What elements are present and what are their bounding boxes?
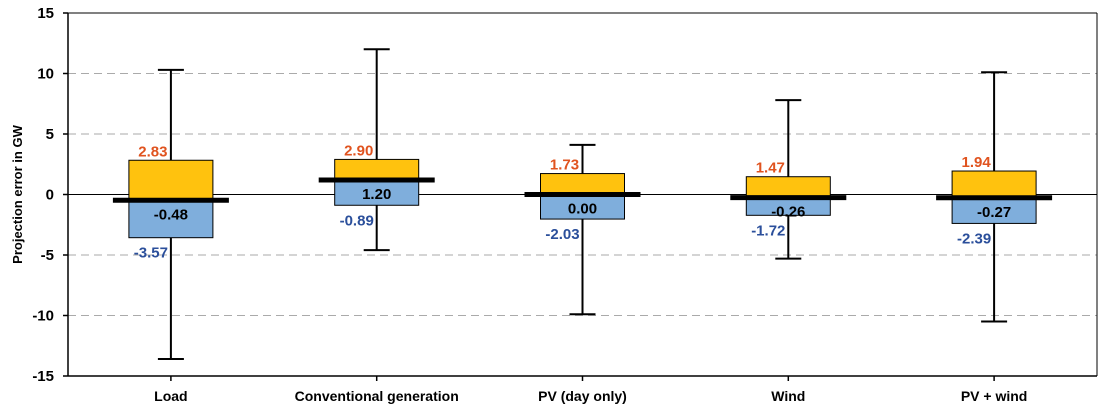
y-tick-label--10: -10 xyxy=(32,308,54,325)
upper-box-conventional-generation xyxy=(334,158,420,181)
lower-box-load xyxy=(128,199,214,239)
axes xyxy=(63,12,1098,381)
lower-value-label-conventional-generation: -0.89 xyxy=(340,212,374,229)
upper-value-label-load: 2.83 xyxy=(138,143,167,160)
upper-box-pv-day-only xyxy=(540,173,625,196)
boxes xyxy=(112,48,1053,361)
y-tick-label--5: -5 xyxy=(41,247,54,264)
category-label-pv-day-only: PV (day only) xyxy=(538,388,627,404)
labels: 2.83 -0.48 -3.57 Load 2.90 1.20 -0.89 Conventio… xyxy=(10,5,1027,404)
y-axis-label: Projection error in GW xyxy=(10,124,25,263)
upper-value-label-conventional-generation: 2.90 xyxy=(344,142,373,159)
y-tick-label--15: -15 xyxy=(32,368,54,385)
upper-value-label-pv-day-only: 1.73 xyxy=(550,157,579,174)
y-tick-label-0: 0 xyxy=(46,187,54,204)
category-label-pv-wind: PV + wind xyxy=(961,388,1028,404)
upper-box-pv-wind xyxy=(951,170,1037,199)
lower-value-label-pv-day-only: -2.03 xyxy=(545,226,579,243)
category-label-wind: Wind xyxy=(771,388,805,404)
median-value-label-wind: -0.26 xyxy=(771,204,805,221)
median-value-label-pv-wind: -0.27 xyxy=(977,204,1011,221)
lower-value-label-wind: -1.72 xyxy=(751,222,785,239)
median-value-label-load: -0.48 xyxy=(154,206,188,223)
category-label-load: Load xyxy=(154,388,187,404)
median-value-label-pv-day-only: 0.00 xyxy=(568,201,597,218)
upper-box-load xyxy=(128,159,214,201)
lower-value-label-pv-wind: -2.39 xyxy=(957,230,991,247)
median-value-label-conventional-generation: 1.20 xyxy=(362,186,391,203)
y-tick-label-15: 15 xyxy=(37,5,54,22)
upper-value-label-wind: 1.47 xyxy=(756,160,785,177)
y-tick-label-10: 10 xyxy=(37,66,54,83)
upper-value-label-pv-wind: 1.94 xyxy=(961,154,991,171)
lower-box-pv-day-only xyxy=(540,194,625,220)
upper-box-wind xyxy=(745,176,831,199)
y-tick-label-5: 5 xyxy=(46,126,54,143)
category-label-conventional-generation: Conventional generation xyxy=(295,388,459,404)
lower-value-label-load: -3.57 xyxy=(134,245,168,262)
